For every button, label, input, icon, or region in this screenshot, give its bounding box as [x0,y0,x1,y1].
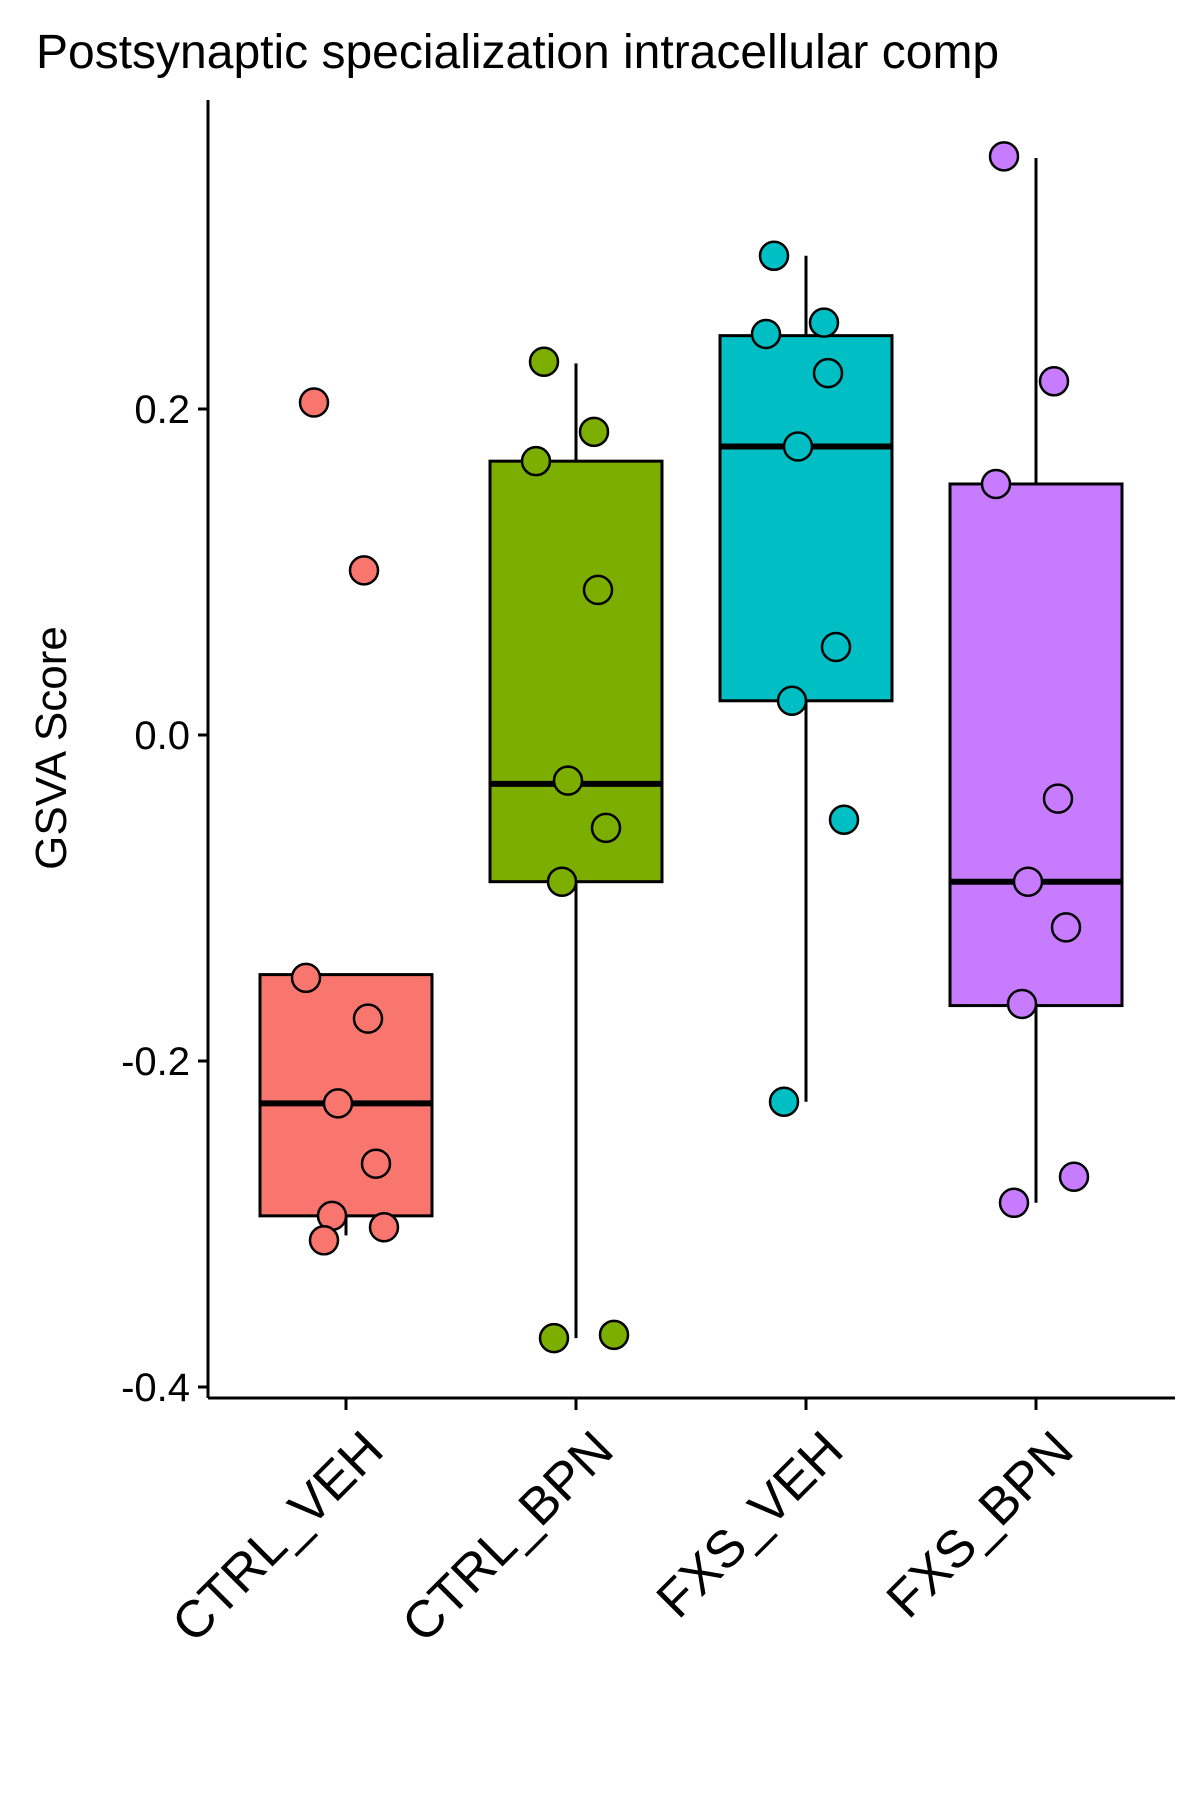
chart-title: Postsynaptic specialization intracellula… [36,26,999,79]
data-point [1038,366,1070,397]
data-point [782,431,814,462]
data-point [322,1088,354,1119]
data-point [1042,783,1074,814]
y-tick-label: 0.0 [134,714,190,758]
y-tick-label: -0.4 [121,1366,190,1410]
data-point [528,346,560,377]
data-point [538,1322,570,1354]
y-axis-label: GSVA Score [27,626,76,870]
data-point [552,765,584,796]
x-tick-label: CTRL_VEH [161,1420,394,1653]
data-point [828,804,860,836]
data-point [360,1148,392,1179]
x-tick-label: FXS_BPN [876,1420,1085,1629]
data-point [808,307,840,338]
data-point [590,812,622,844]
data-point [812,357,844,389]
data-point [298,387,330,418]
data-point [1012,866,1044,897]
data-point [308,1225,340,1256]
box-ctrl-bpn [488,459,664,884]
data-point [578,416,610,448]
x-tick-label: CTRL_BPN [391,1420,624,1653]
data-point [998,1187,1030,1219]
data-point [1050,912,1082,943]
y-tick-label: 0.2 [134,388,190,432]
data-point [980,468,1012,500]
data-point [520,445,552,477]
data-point [546,866,578,897]
data-point [290,962,322,994]
box-fxs-veh [718,334,894,703]
box-fxs-bpn [948,482,1124,1008]
data-point [1058,1161,1090,1192]
data-point [368,1212,400,1243]
data-point [988,141,1020,172]
data-point [582,574,614,606]
data-point [750,318,782,350]
data-point [768,1086,800,1117]
data-point [348,555,380,586]
data-point [776,685,808,717]
y-tick-label: -0.2 [121,1040,190,1084]
data-point [758,240,790,272]
data-point [820,631,852,663]
data-point [1006,988,1038,1020]
x-tick-label: FXS_VEH [646,1420,855,1629]
data-point [598,1319,630,1351]
data-point [352,1003,384,1034]
